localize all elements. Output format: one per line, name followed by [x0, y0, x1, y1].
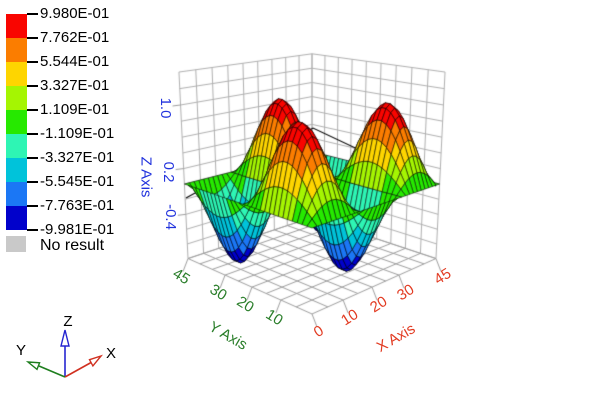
triad-z-arrowhead-icon	[60, 329, 70, 347]
triad-x-axis-arrow	[64, 361, 93, 378]
scalar-bar-tick-label: -1.109E-01	[40, 125, 115, 142]
scalar-bar-band	[6, 134, 27, 158]
scalar-bar-tick	[27, 157, 38, 159]
scalar-bar-tick	[27, 205, 38, 207]
orientation-triad: Z X Y	[16, 313, 116, 378]
scalar-bar-band	[6, 206, 27, 230]
scalar-bar-tick-label: -7.763E-01	[40, 197, 115, 214]
scalar-bar-tick	[27, 85, 38, 87]
scalar-bar-tick	[27, 229, 38, 231]
triad-x-label: X	[106, 345, 116, 362]
scalar-bar-band	[6, 182, 27, 206]
z-axis-tick-label: 1.0	[156, 97, 174, 119]
scalar-bar-tick	[27, 61, 38, 63]
scalar-bar-tick-label: 9.980E-01	[40, 5, 110, 22]
scalar-bar-tick-label: 1.109E-01	[40, 101, 110, 118]
scalar-bar-tick	[27, 109, 38, 111]
scalar-bar-tick-label: -5.545E-01	[40, 173, 115, 190]
scalar-bar-tick-label: 7.762E-01	[40, 29, 110, 46]
z-axis-title: Z Axis	[137, 156, 155, 198]
scalar-bar-tick	[27, 13, 38, 15]
scalar-bar-band	[6, 158, 27, 182]
scalar-bar-tick-label: 5.544E-01	[40, 53, 110, 70]
z-axis-tick-label: 0.2	[159, 161, 177, 182]
scalar-bar-band	[6, 38, 27, 62]
scalar-bar-band	[6, 86, 27, 110]
scalar-bar-tick	[27, 181, 38, 183]
scalar-bar-band	[6, 14, 27, 38]
scalar-bar-tick	[27, 37, 38, 39]
scalar-bar-band	[6, 110, 27, 134]
scalar-bar-tick-label: -9.981E-01	[40, 221, 115, 238]
triad-z-label: Z	[63, 313, 72, 330]
scalar-bar-tick-label: 3.327E-01	[40, 77, 110, 94]
triad-y-axis-arrow	[38, 365, 66, 378]
z-axis-tick-label: -0.4	[161, 204, 179, 231]
scalar-bar-tick-label: -3.327E-01	[40, 149, 115, 166]
scalar-bar[interactable]	[6, 14, 27, 230]
scalar-bar-band	[6, 62, 27, 86]
scalar-bar-tick	[27, 133, 38, 135]
no-result-swatch	[6, 236, 26, 252]
no-result-label: No result	[40, 237, 105, 254]
triad-y-arrowhead-icon	[25, 361, 41, 371]
triad-x-arrowhead-icon	[88, 354, 104, 368]
triad-y-label: Y	[16, 342, 26, 359]
